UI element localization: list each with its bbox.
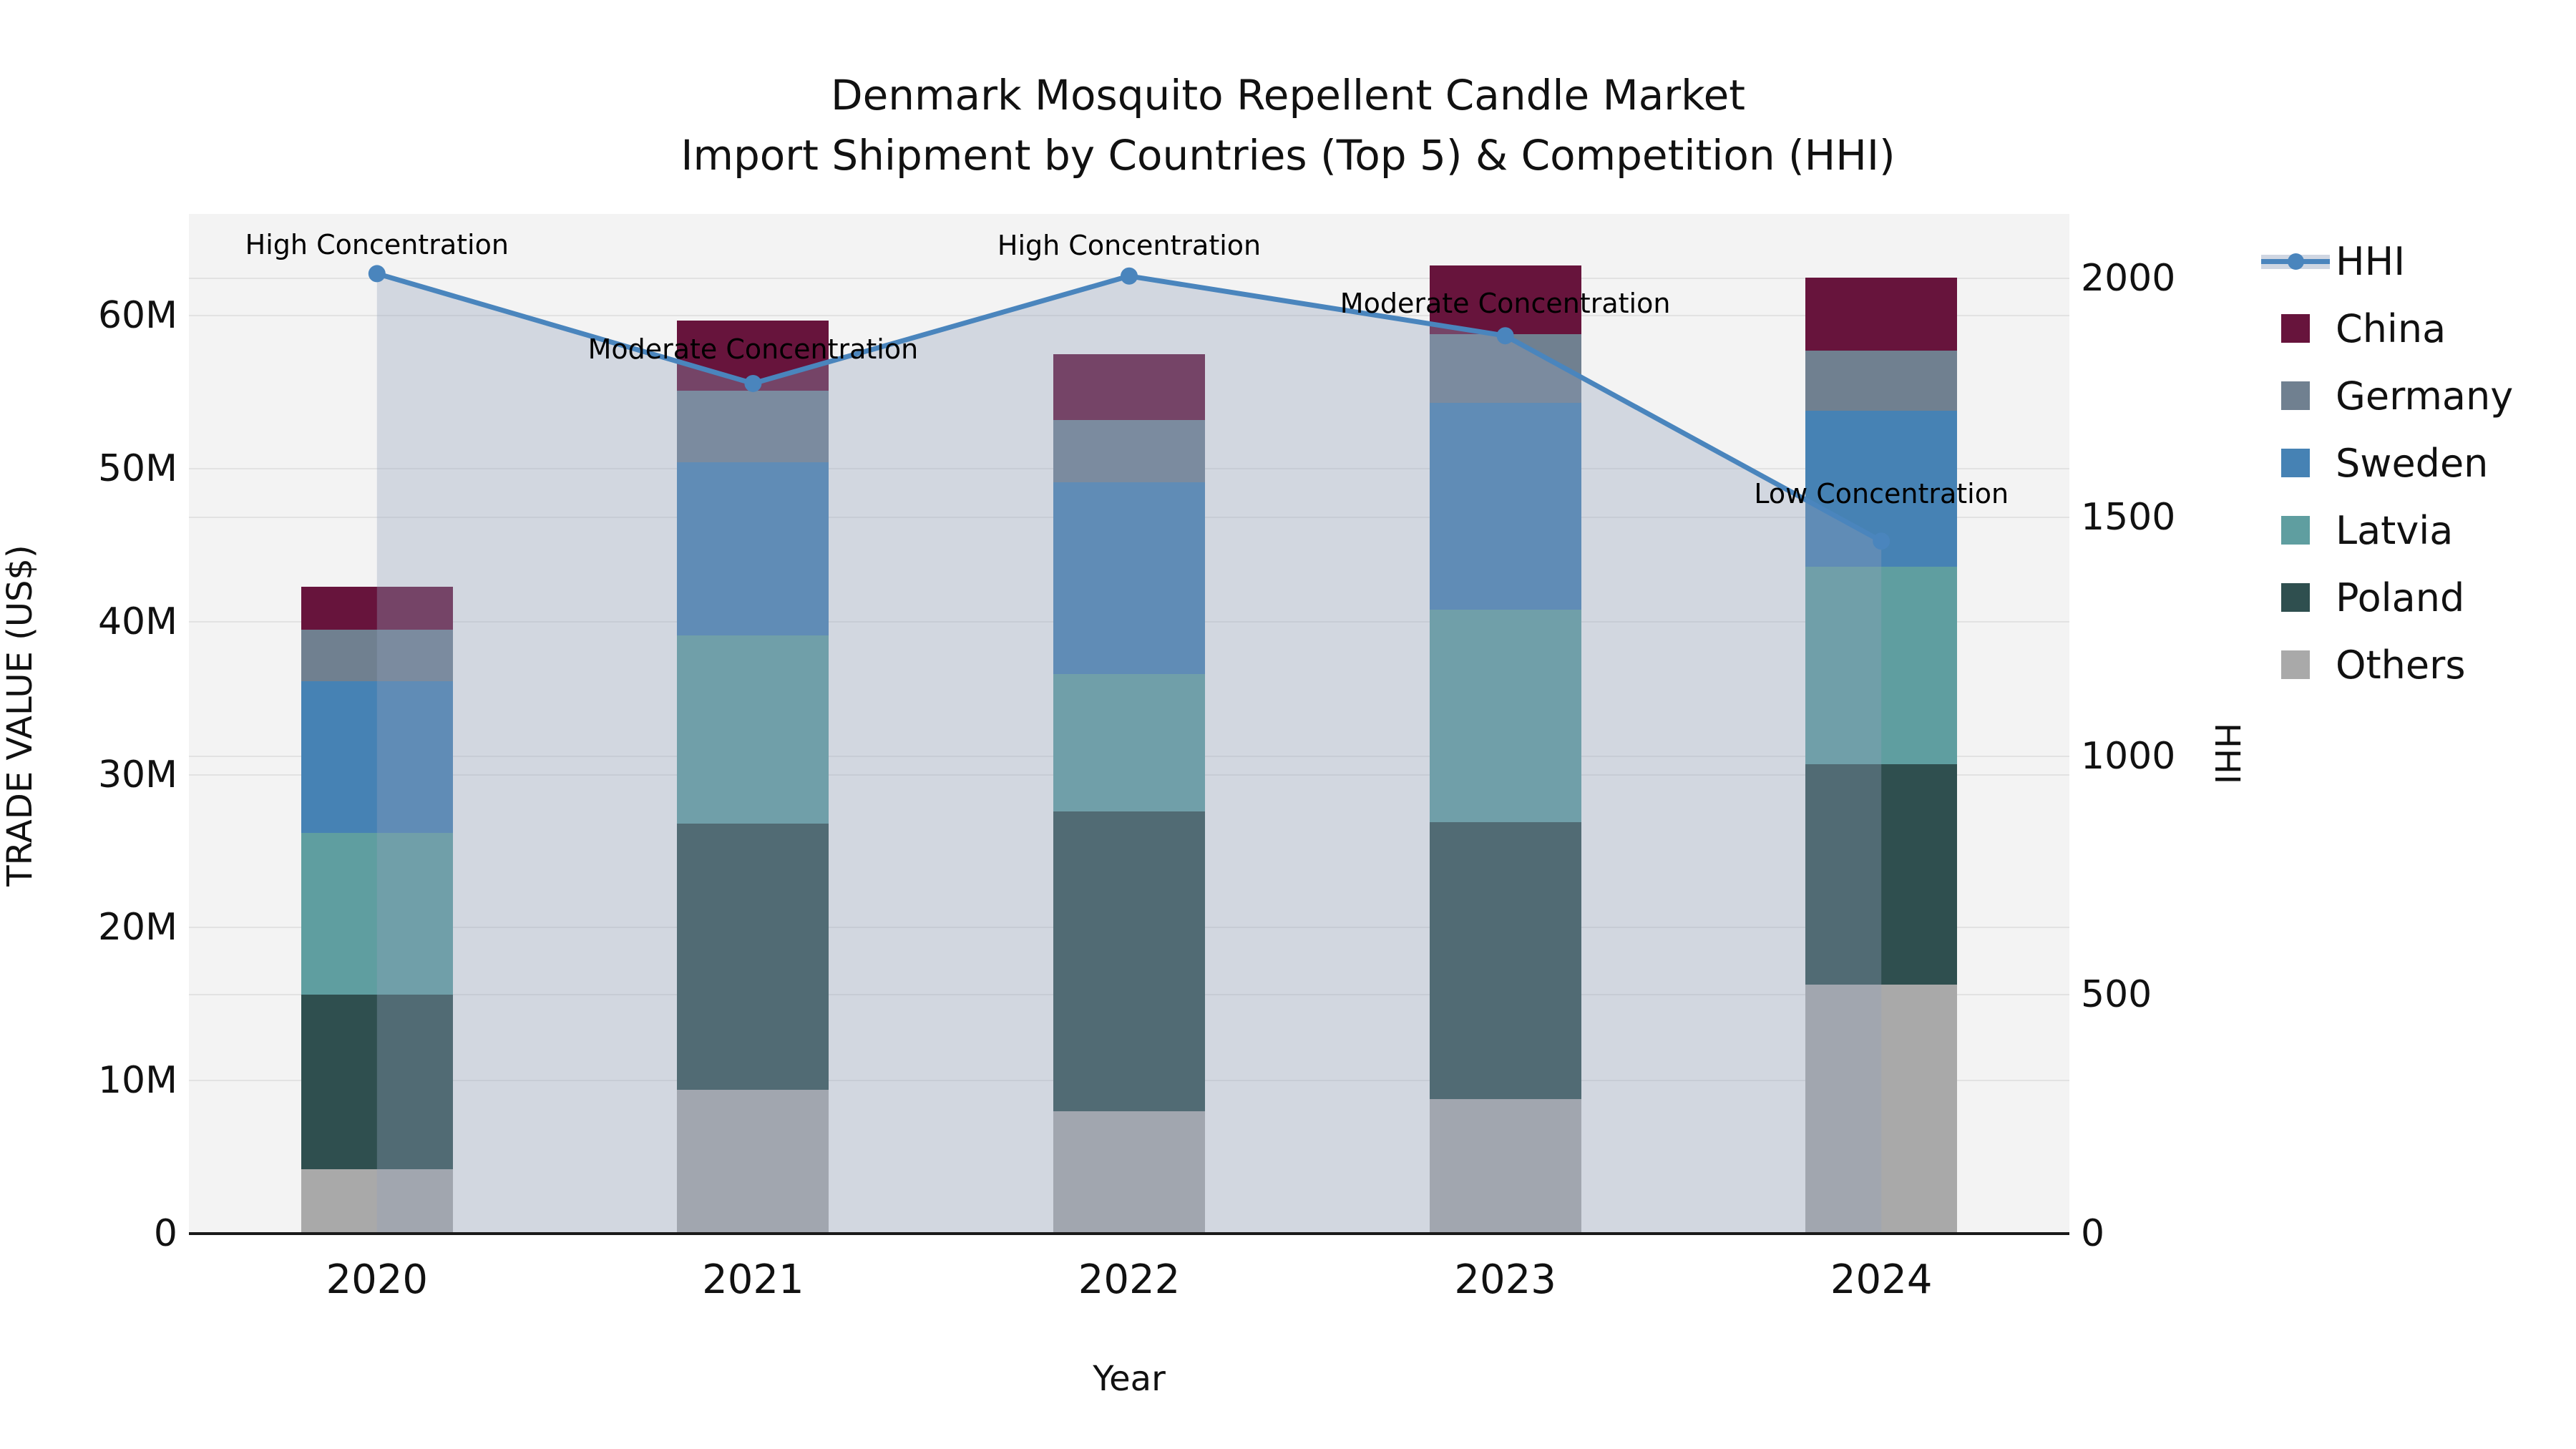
stacked-bar-2024 [1805,277,1958,1234]
bar-segment-2022-sweden [1053,482,1205,674]
hhi-marker-2021 [744,374,762,392]
legend-line-dot [2288,253,2304,270]
y-tick-left-40M: 40M [97,600,177,643]
gridline-trade-60M [189,315,2069,317]
bar-segment-2024-china [1805,277,1958,351]
legend-swatch-germany [2281,381,2310,410]
bar-segment-2021-poland [677,824,829,1091]
x-axis-spine [189,1232,2069,1235]
annotation-2020: High Concentration [245,229,509,261]
x-tick-2021: 2021 [702,1257,804,1303]
legend-label-germany: Germany [2336,373,2514,419]
bar-segment-2024-latvia [1805,566,1958,764]
x-tick-2022: 2022 [1078,1257,1181,1303]
bar-segment-2023-sweden [1429,403,1581,610]
bar-segment-2021-germany [677,390,829,463]
legend: HHI China Germany Sweden Latvia Poland Others [2261,228,2513,698]
legend-item-poland: Poland [2261,564,2513,631]
legend-item-china: China [2261,295,2513,362]
bar-segment-2024-poland [1805,763,1958,985]
bar-segment-2021-sweden [677,462,829,636]
chart-title-line2: Import Shipment by Countries (Top 5) & C… [680,131,1896,180]
stacked-bars-layer [189,214,2069,1234]
bar-segment-2020-sweden [301,681,453,833]
annotation-2024: Low Concentration [1754,478,2009,510]
y-tick-left-60M: 60M [97,294,177,338]
bar-segment-2022-latvia [1053,673,1205,811]
bar-segment-2023-latvia [1429,609,1581,822]
legend-label-hhi: HHI [2336,238,2406,284]
bar-segment-2020-germany [301,629,453,682]
bar-segment-2023-poland [1429,821,1581,1099]
bar-segment-2023-germany [1429,333,1581,404]
legend-item-others: Others [2261,631,2513,698]
bar-segment-2022-others [1053,1111,1205,1234]
x-axis-title: Year [1093,1359,1166,1399]
bar-segment-2021-latvia [677,635,829,824]
chart-title-line1: Denmark Mosquito Repellent Candle Market [830,71,1746,119]
legend-label-china: China [2336,306,2446,351]
x-tick-2024: 2024 [1830,1257,1933,1303]
y-tick-left-0: 0 [153,1212,177,1255]
legend-hhi-line-sample-icon [2261,247,2330,275]
y-tick-right-500: 500 [2081,973,2152,1017]
legend-label-latvia: Latvia [2336,507,2454,553]
y-tick-left-10M: 10M [97,1059,177,1103]
x-tick-2023: 2023 [1454,1257,1556,1303]
y-tick-right-1000: 1000 [2081,734,2176,778]
annotation-2022: High Concentration [997,229,1262,261]
y-tick-left-50M: 50M [97,447,177,490]
annotation-2021: Moderate Concentration [587,333,919,365]
bar-segment-2021-others [677,1090,829,1234]
bar-segment-2022-germany [1053,419,1205,483]
y-axis-title-right: HHI [2207,722,2247,785]
hhi-marker-2022 [1121,267,1138,285]
bar-segment-2020-china [301,586,453,630]
legend-item-germany: Germany [2261,362,2513,429]
y-tick-left-20M: 20M [97,906,177,950]
stacked-bar-2021 [677,320,829,1234]
bar-segment-2024-germany [1805,351,1958,411]
bar-segment-2023-china [1429,265,1581,334]
legend-label-others: Others [2336,642,2466,688]
x-tick-2020: 2020 [326,1257,429,1303]
stacked-bar-2022 [1053,353,1205,1234]
legend-label-sweden: Sweden [2336,440,2489,486]
bar-segment-2020-others [301,1169,453,1234]
annotation-2023: Moderate Concentration [1340,288,1671,320]
bar-segment-2024-others [1805,984,1958,1234]
legend-item-sweden: Sweden [2261,429,2513,497]
legend-item-latvia: Latvia [2261,497,2513,564]
legend-swatch-others [2281,650,2310,679]
stacked-bar-2020 [301,586,453,1234]
y-tick-left-30M: 30M [97,753,177,796]
bar-segment-2020-poland [301,995,453,1170]
y-axis-title-left: TRADE VALUE (US$) [0,545,40,887]
legend-swatch-latvia [2281,516,2310,545]
hhi-marker-2023 [1496,327,1514,345]
hhi-marker-2020 [368,265,386,283]
y-tick-right-1500: 1500 [2081,495,2176,539]
hhi-area-fill [376,273,1882,1234]
bar-segment-2022-china [1053,353,1205,420]
bar-segment-2022-poland [1053,811,1205,1111]
hhi-marker-2024 [1873,532,1890,550]
stacked-bar-2023 [1429,265,1581,1234]
legend-swatch-sweden [2281,449,2310,477]
bar-segment-2023-others [1429,1098,1581,1234]
legend-swatch-poland [2281,583,2310,612]
y-tick-right-0: 0 [2081,1212,2105,1255]
hhi-line-layer [368,265,1890,1234]
plot-area [189,214,2069,1234]
legend-label-poland: Poland [2336,575,2465,620]
legend-item-hhi: HHI [2261,228,2513,295]
y-tick-right-2000: 2000 [2081,257,2176,301]
bar-segment-2020-latvia [301,832,453,995]
legend-swatch-china [2281,314,2310,343]
